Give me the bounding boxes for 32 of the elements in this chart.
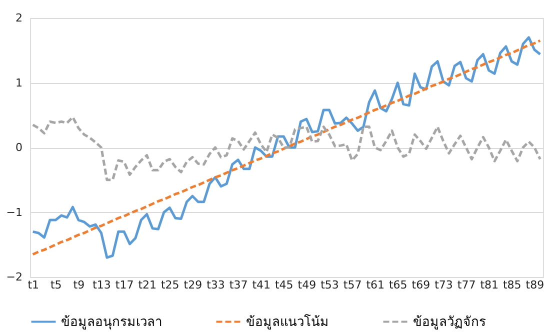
x-tick-label: t81 [480,278,499,292]
x-tick-label: t85 [502,278,522,292]
x-tick-label: t33 [206,278,225,292]
x-tick-label: t21 [138,278,157,292]
x-tick-label: t89 [526,278,544,292]
x-tick-label: t45 [274,278,294,292]
x-tick-label: t9 [73,278,85,292]
x-tick-label: t73 [434,278,453,292]
x-tick-label: t5 [50,278,62,292]
x-tick-label: t49 [298,278,316,292]
x-tick-label: t13 [92,278,111,292]
x-tick-label: t57 [343,278,362,292]
x-tick-label: t25 [160,278,180,292]
line-series [32,116,542,182]
y-tick-label: 2 [16,12,22,24]
legend-label: ข้อมูลอนุกรมเวลา [61,314,162,330]
legend-label: ข้อมูลแนวโน้ม [246,314,329,330]
x-tick-label: t77 [457,278,476,292]
x-tick-label: t29 [184,278,202,292]
y-tick-label: 0 [16,141,22,154]
y-tick-label: 1 [16,76,22,90]
x-tick-label: t1 [28,278,40,292]
x-tick-label: t53 [320,278,339,292]
y-tick-label: −1 [6,206,22,219]
x-tick-label: t61 [366,278,385,292]
x-tick-label: t69 [412,278,430,292]
x-tick-label: t41 [252,278,271,292]
x-tick-label: t17 [115,278,134,292]
y-tick-label: −2 [6,270,22,284]
x-tick-label: t37 [229,278,248,292]
x-tick-label: t65 [388,278,408,292]
legend-label: ข้อมูลวัฏจักร [413,314,486,330]
